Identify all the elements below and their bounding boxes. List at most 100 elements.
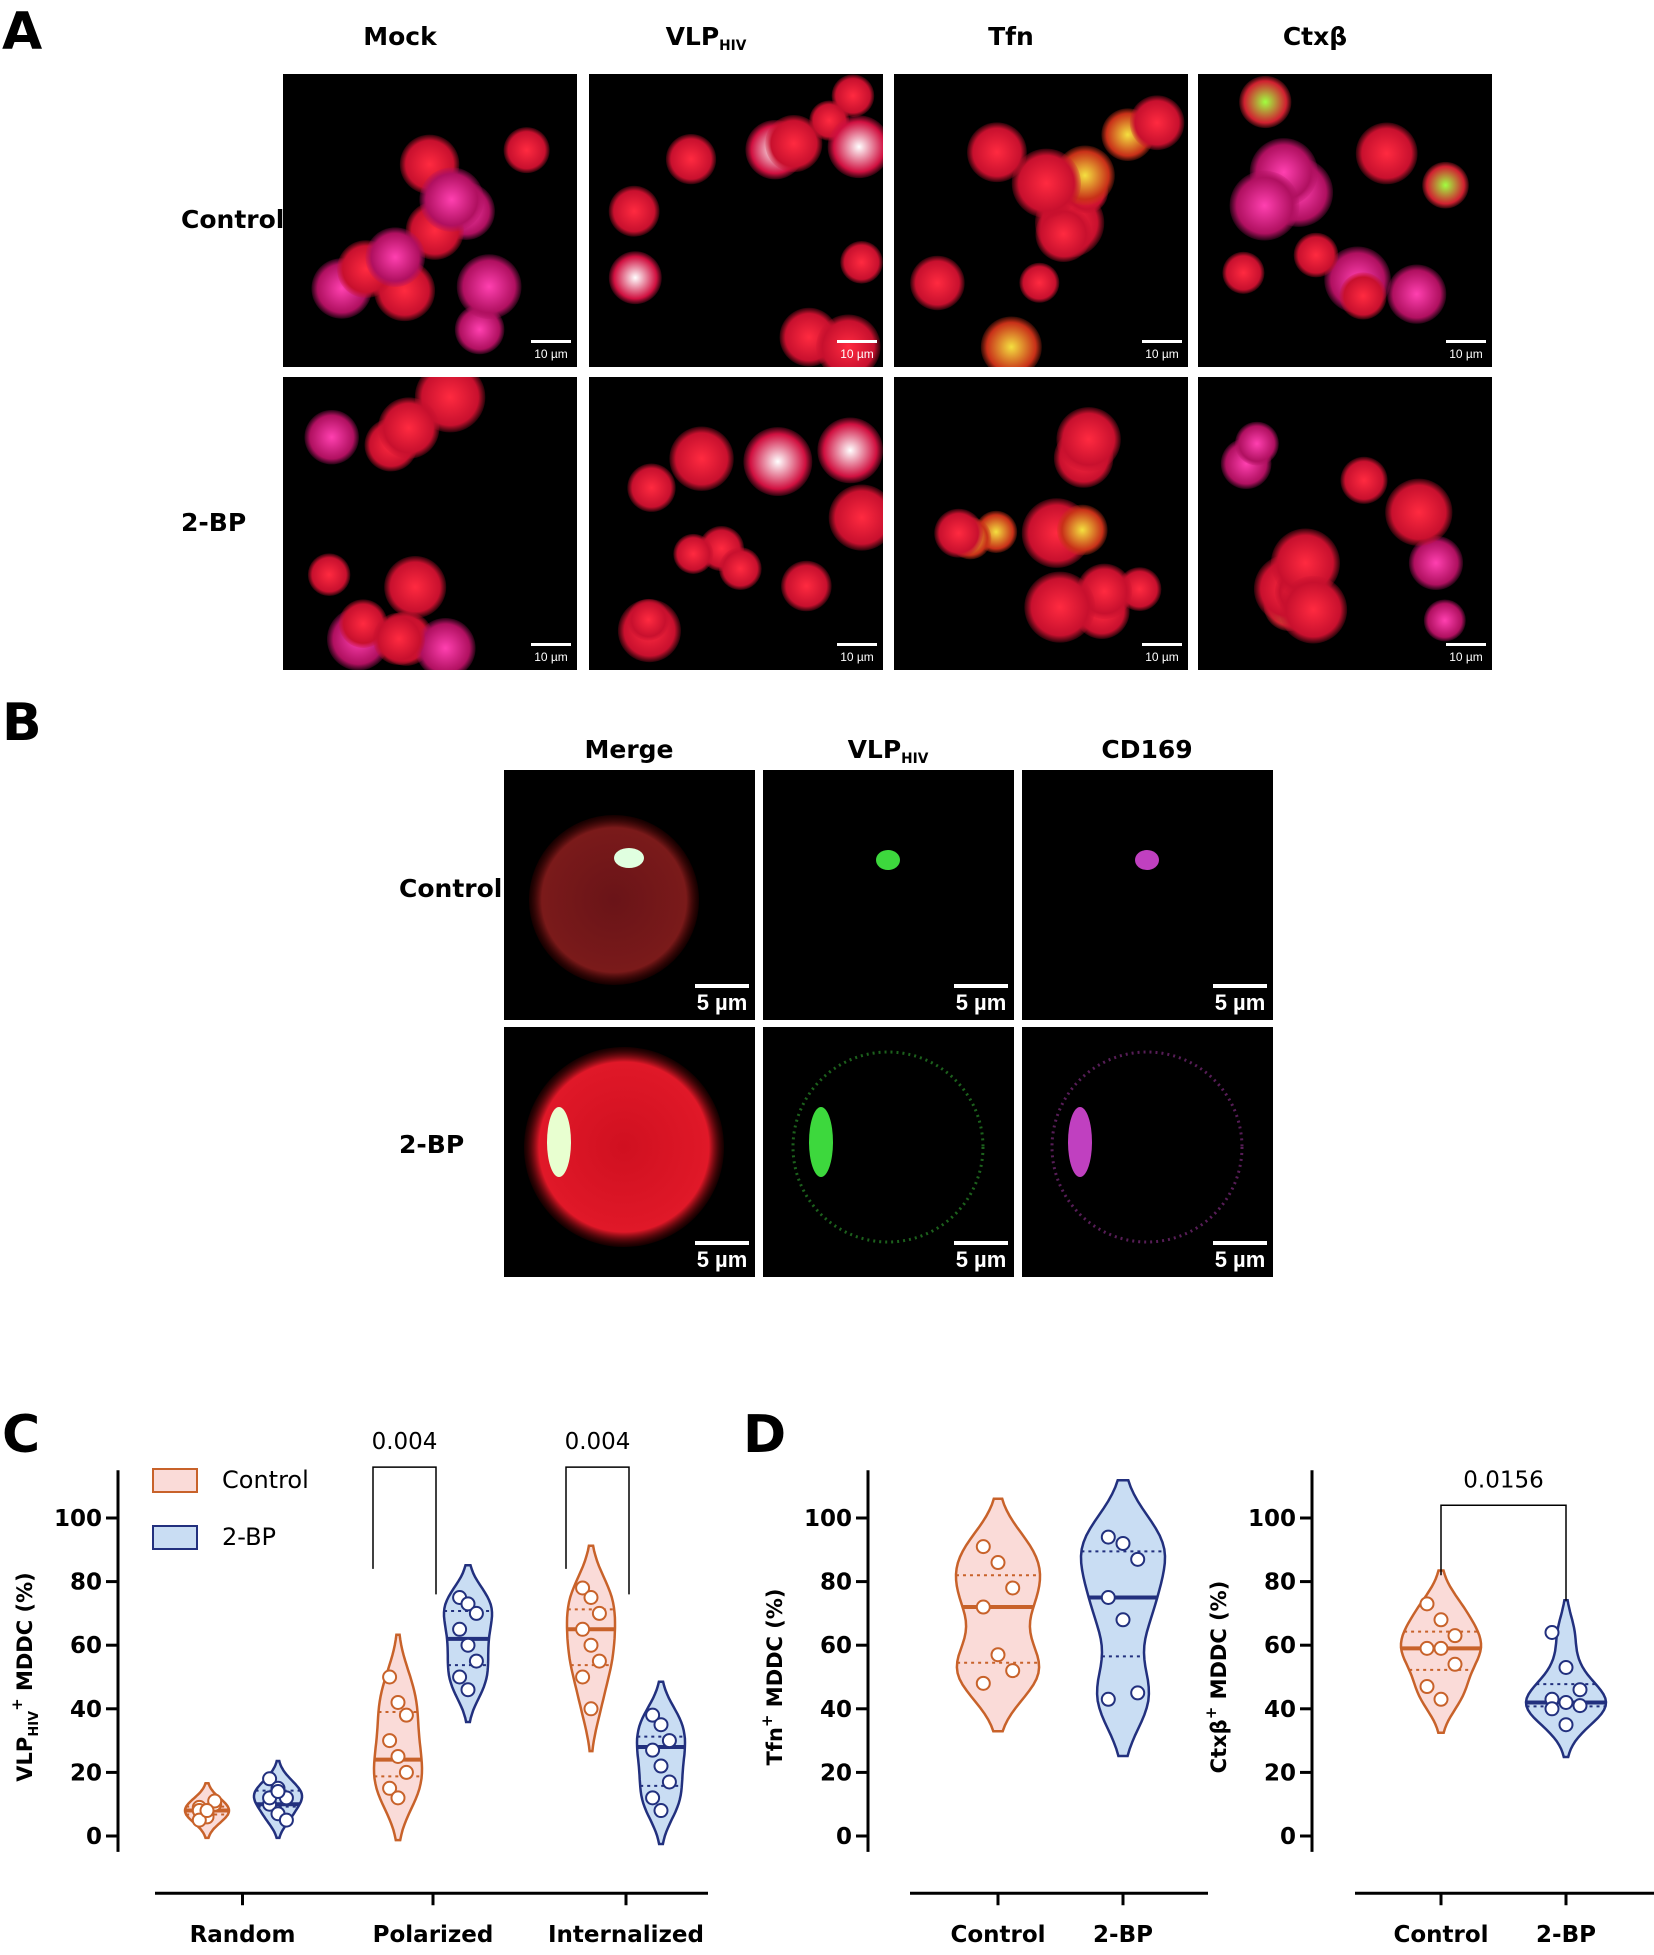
chart-c: 0 20 40 60 80 100 VLPHIV+ MDDC (%) Random Polari… (8, 1429, 708, 1948)
x-tick-label: Polarized (373, 1922, 494, 1948)
tfn-2bp-point (1130, 1551, 1146, 1567)
scale-bar: 5 µm (1213, 1241, 1267, 1273)
significance-bracket (565, 1466, 630, 1595)
ctx-control-point (1419, 1596, 1435, 1612)
y-tick-label: 0 (1280, 1824, 1296, 1850)
micrograph-a-2bp-ctx: 10 µm (1198, 377, 1492, 670)
chart-d-tfn: 0 20 40 60 80 100 Tfn+ MDDC (%) Control 2-BP (758, 1470, 1208, 1948)
control-polarized-point (390, 1694, 406, 1710)
panel-a-row-control: Control (181, 205, 285, 234)
scale-bar: 10 µm (837, 643, 877, 666)
tfn-2bp-point (1115, 1535, 1131, 1551)
scale-bar: 10 µm (1142, 643, 1182, 666)
2bp-internalized-point (653, 1758, 669, 1774)
significance-bracket (1440, 1504, 1567, 1601)
control-random-point (199, 1803, 215, 1819)
x-tick-label: Control (1393, 1922, 1488, 1948)
tfn-control-point (1005, 1580, 1021, 1596)
tfn-control-point (975, 1675, 991, 1691)
y-tick-label: 100 (1248, 1506, 1296, 1532)
tfn-control-point (990, 1555, 1006, 1571)
tfn-2bp-point (1130, 1685, 1146, 1701)
legend-label: 2-BP (222, 1523, 276, 1551)
ctx-2bp-point (1572, 1698, 1588, 1714)
y-tick-label: 0 (836, 1824, 852, 1850)
micrograph-a-2bp-vlp: 10 µm (589, 377, 883, 670)
tfn-control-point (975, 1539, 991, 1555)
x-tick-label: 2-BP (1093, 1922, 1153, 1948)
control-random-point (191, 1812, 207, 1828)
2bp-random-point (262, 1771, 278, 1787)
control-internalized-point (583, 1701, 599, 1717)
chart-c-legend: Control 2-BP (152, 1466, 309, 1551)
panel-a-row-2bp: 2-BP (181, 508, 247, 537)
control-polarized-point (390, 1749, 406, 1764)
scale-bar: 10 µm (837, 340, 877, 363)
y-axis-label: Tfn+ MDDC (%) (758, 1588, 787, 1765)
ctx-control-point (1447, 1628, 1463, 1644)
control-polarized-point (382, 1669, 398, 1685)
x-tick-label: Control (950, 1922, 1045, 1948)
control-internalized-point (583, 1590, 599, 1605)
control-polarized-point (398, 1707, 414, 1723)
2bp-internalized-point (661, 1733, 677, 1749)
panel-a-letter: A (2, 2, 43, 62)
scale-bar: 5 µm (695, 984, 749, 1016)
panel-a-col-vlp: VLPHIV (665, 22, 747, 54)
micrograph-a-control-ctx: 10 µm (1198, 74, 1492, 367)
ctx-2bp-point (1572, 1682, 1588, 1698)
2bp-polarized-point (468, 1605, 484, 1621)
control-internalized-point (591, 1605, 607, 1621)
2bp-random-point (278, 1812, 294, 1828)
2bp-random-point (270, 1783, 286, 1799)
scale-bar: 5 µm (695, 1241, 749, 1273)
control-polarized-point (390, 1790, 406, 1806)
ctx-control-point (1419, 1679, 1435, 1695)
y-tick-label: 100 (54, 1506, 102, 1532)
legend-swatch (152, 1468, 198, 1493)
control-internalized-point (575, 1669, 591, 1685)
y-tick-label: 20 (70, 1760, 102, 1786)
ctx-control-point (1433, 1640, 1449, 1656)
tfn-2bp-point (1100, 1529, 1116, 1545)
panel-b-row-control: Control (399, 874, 503, 903)
ctx-2bp-point (1544, 1701, 1560, 1717)
2bp-random-violin (252, 1759, 304, 1840)
ctx-control-point (1447, 1656, 1463, 1672)
scale-bar: 5 µm (954, 1241, 1008, 1273)
ctx-control-point (1419, 1640, 1435, 1656)
ctx-control-point (1433, 1612, 1449, 1628)
2bp-polarized-point (460, 1682, 476, 1698)
2bp-polarized-point (468, 1653, 484, 1669)
y-tick-label: 40 (820, 1697, 852, 1723)
2bp-polarized-point (460, 1637, 476, 1653)
x-tick-label: Internalized (548, 1922, 704, 1948)
legend-label: Control (222, 1466, 309, 1494)
ctx-2bp-point (1558, 1694, 1574, 1710)
tfn-control-point (990, 1647, 1006, 1663)
2bp-internalized-point (645, 1790, 661, 1806)
scale-bar: 10 µm (531, 340, 571, 363)
tfn-control-point (1005, 1663, 1021, 1679)
panel-a-col-mock: Mock (363, 22, 437, 51)
2bp-internalized-point (645, 1707, 661, 1723)
panel-b-row-2bp: 2-BP (399, 1130, 465, 1159)
2bp-polarized-point (452, 1669, 468, 1685)
micrograph-b-control-vlp: 5 µm (763, 770, 1014, 1020)
micrograph-a-2bp-mock: 10 µm (283, 377, 577, 670)
2bp-internalized-point (653, 1717, 669, 1733)
y-axis-label: Ctxβ+ MDDC (%) (1202, 1581, 1231, 1774)
micrograph-b-2bp-cd169: 5 µm (1022, 1027, 1273, 1277)
micrograph-a-control-vlp: 10 µm (589, 74, 883, 367)
x-tick-label: 2-BP (1536, 1922, 1596, 1948)
panel-d-letter: D (743, 1405, 787, 1465)
y-tick-label: 20 (820, 1760, 852, 1786)
x-tick-label: Random (190, 1922, 296, 1948)
panel-a-col-tfn: Tfn (988, 22, 1034, 51)
tfn-control-violin (954, 1497, 1042, 1733)
y-tick-label: 100 (804, 1506, 852, 1532)
tfn-2bp-point (1115, 1612, 1131, 1628)
y-tick-label: 20 (1264, 1760, 1296, 1786)
micrograph-a-control-mock: 10 µm (283, 74, 577, 367)
chart-d-ctx: 0 20 40 60 80 100 Ctxβ+ MDDC (%) Control 2-BP 0.0… (1202, 1467, 1654, 1948)
